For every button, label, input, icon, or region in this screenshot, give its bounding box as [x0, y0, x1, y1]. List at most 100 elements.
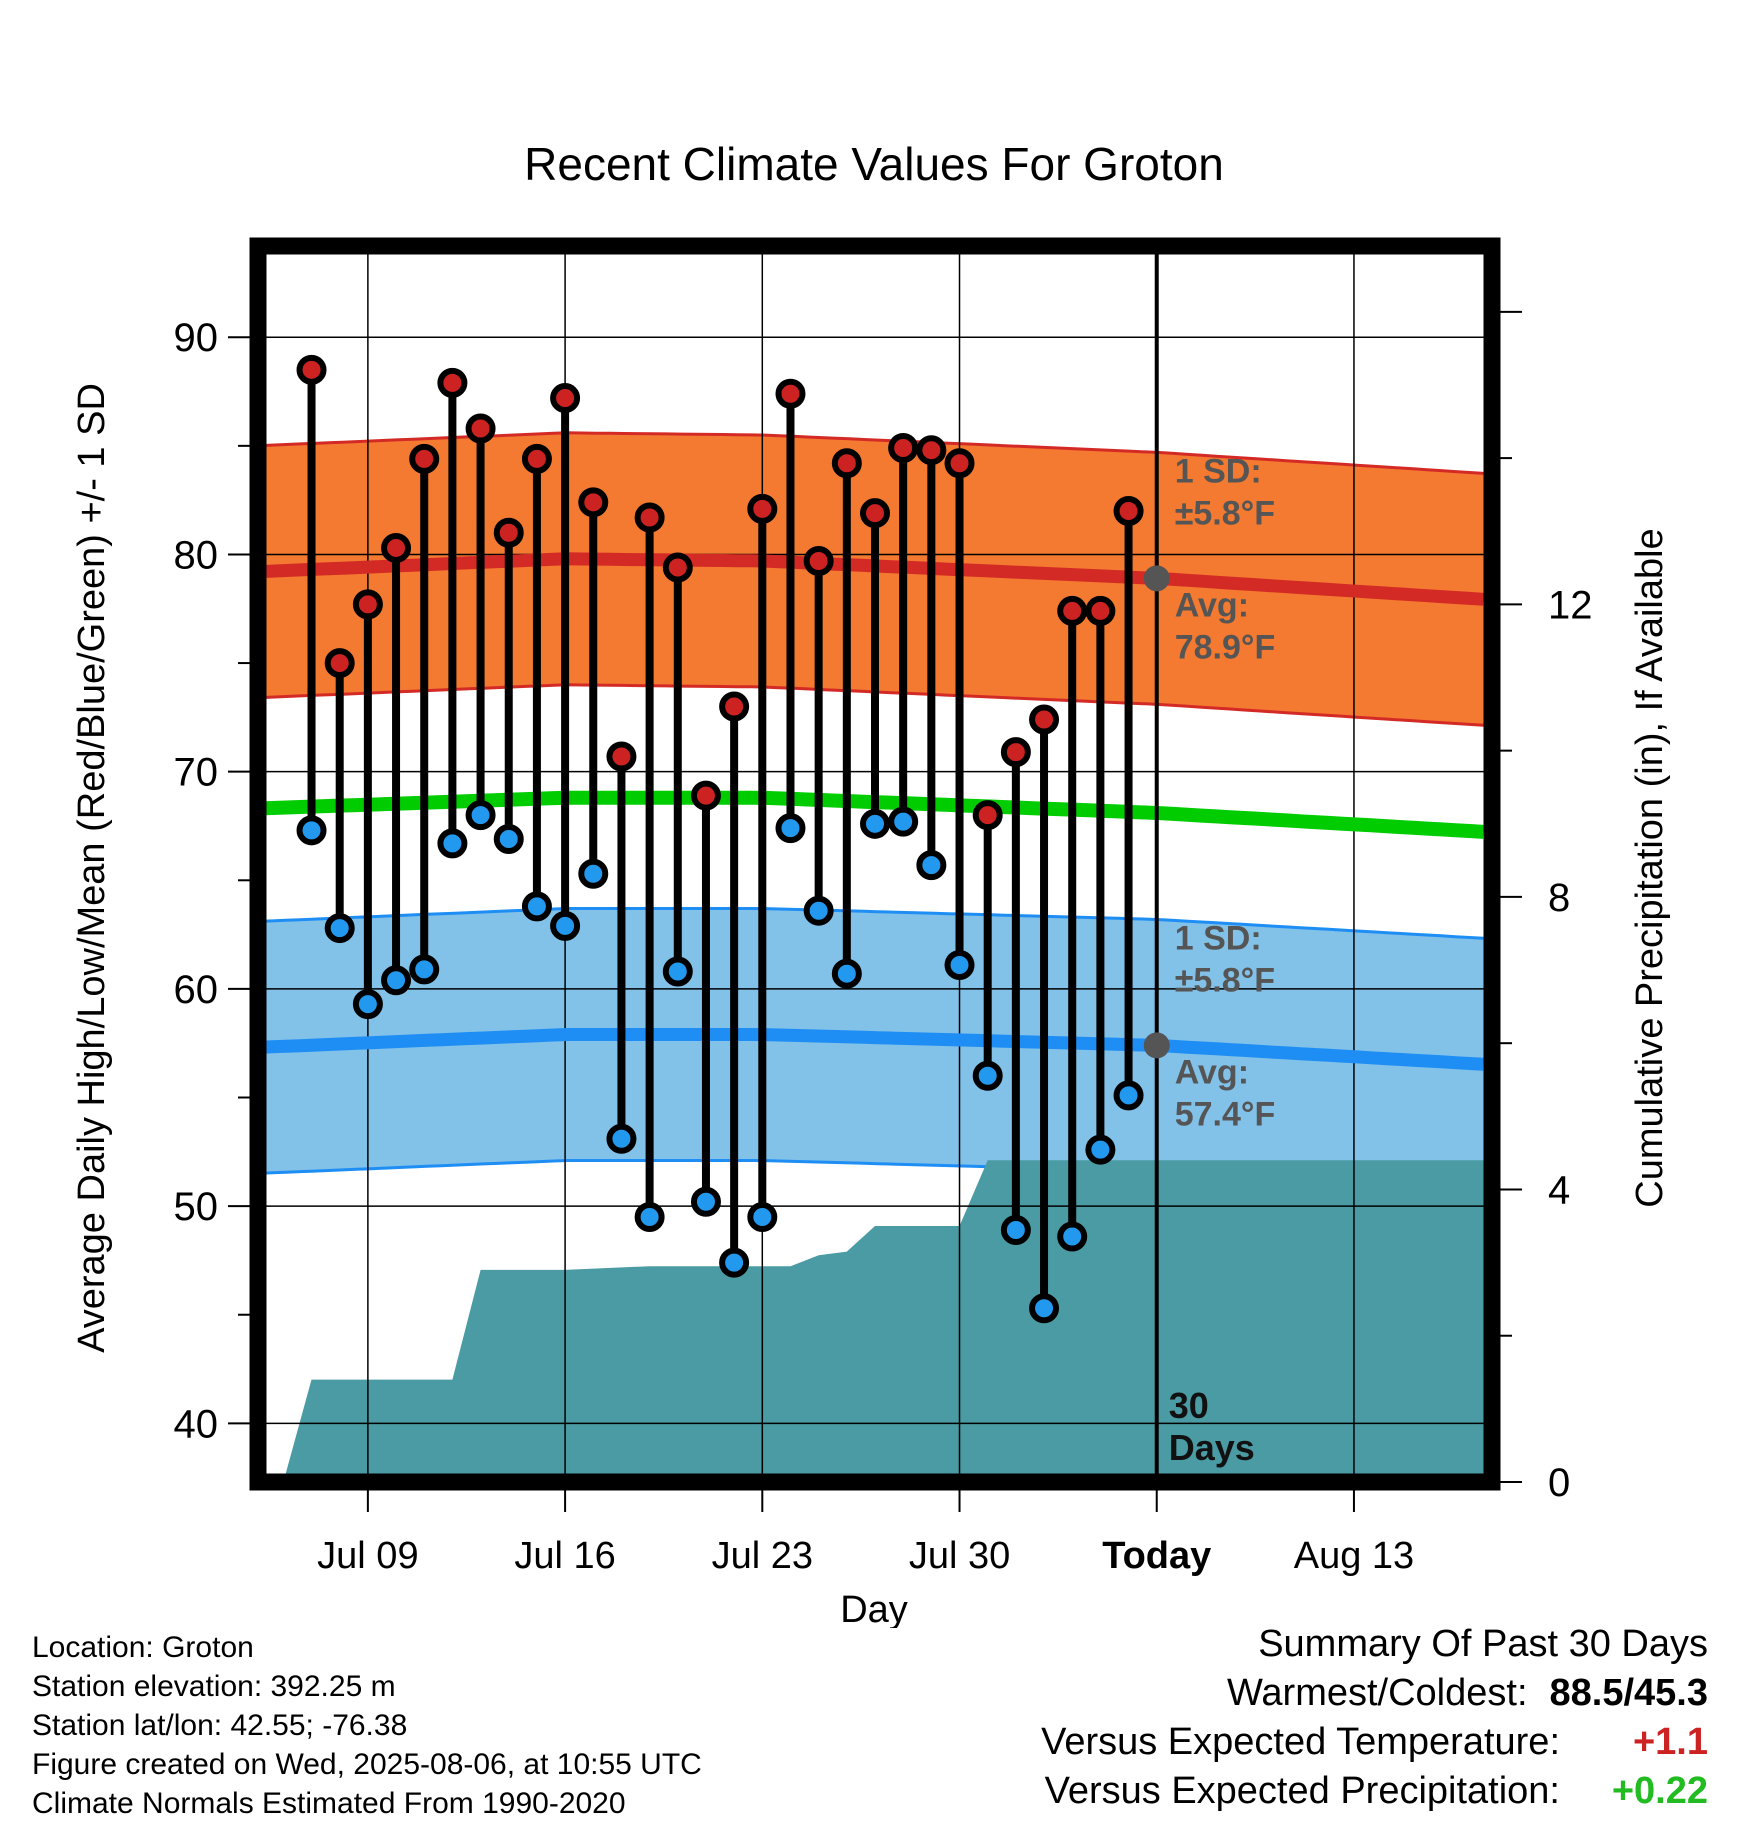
low-marker: [831, 958, 862, 989]
low-marker: [662, 956, 693, 987]
low-marker: [888, 806, 919, 837]
high-marker: [916, 435, 947, 466]
plot-frame: [249, 237, 1501, 1491]
days-label-line1: 30: [1169, 1385, 1209, 1426]
high-sd-title: 1 SD:: [1175, 452, 1262, 490]
low-marker: [409, 954, 440, 985]
low-marker: [1029, 1293, 1060, 1324]
low-sd-value: ±5.8°F: [1175, 961, 1275, 999]
low-marker: [352, 989, 383, 1020]
high-marker: [690, 780, 721, 811]
precip-vs-expected-value: +0.22: [1611, 1770, 1708, 1812]
low-marker: [296, 815, 327, 846]
high-marker: [662, 552, 693, 583]
warmest-coldest-value: 88.5/45.3: [1549, 1672, 1708, 1714]
high-marker: [437, 367, 468, 398]
left-tick-label: 80: [174, 533, 219, 577]
high-marker: [550, 383, 581, 414]
tick-labels: 40 50 60 70 80 90 0 4 8 12 Jul 09 Jul 16 Jul 23 Jul 3…: [174, 316, 1593, 1577]
high-marker: [747, 493, 778, 524]
chart-annotations: 1 SD: ±5.8°F Avg: 78.9°F 1 SD: ±5.8°F Avg: 57.4…: [1143, 452, 1276, 1468]
low-marker: [578, 858, 609, 889]
high-marker: [775, 378, 806, 409]
low-sd-title: 1 SD:: [1175, 919, 1262, 957]
low-marker: [775, 813, 806, 844]
summary-panel: Summary Of Past 30 Days Warmest/Coldest:…: [1041, 1620, 1708, 1816]
left-tick-label: 90: [174, 316, 219, 360]
normals-text: Climate Normals Estimated From 1990-2020: [32, 1787, 626, 1820]
high-marker: [972, 800, 1003, 831]
high-marker: [493, 517, 524, 548]
high-marker: [324, 648, 355, 679]
x-tick-label: Jul 09: [317, 1535, 418, 1577]
right-tick-label: 0: [1548, 1461, 1570, 1505]
left-tick-label: 40: [174, 1402, 219, 1446]
temp-vs-expected-row: Versus Expected Temperature: +1.1: [1041, 1718, 1708, 1767]
high-marker: [1085, 595, 1116, 626]
high-marker: [634, 502, 665, 533]
high-marker: [606, 741, 637, 772]
low-sd-band-upper-edge: [258, 907, 1484, 940]
right-tick-label: 8: [1548, 876, 1570, 920]
high-marker: [803, 545, 834, 576]
x-tick-label: Aug 13: [1294, 1535, 1414, 1577]
high-marker: [944, 448, 975, 479]
low-marker: [1085, 1134, 1116, 1165]
precip-cumulative-area: [258, 1160, 1492, 1482]
climate-chart: 1 SD: ±5.8°F Avg: 78.9°F 1 SD: ±5.8°F Avg: 57.4…: [71, 138, 1671, 1628]
low-marker: [606, 1123, 637, 1154]
observation-markers: [296, 354, 1144, 1324]
low-marker: [1057, 1221, 1088, 1252]
high-marker: [296, 354, 327, 385]
high-marker: [719, 691, 750, 722]
high-avg-title: Avg:: [1175, 586, 1249, 624]
low-marker: [972, 1060, 1003, 1091]
y-axis-label-right: Cumulative Precipitation (in), If Availa…: [1629, 528, 1671, 1207]
low-marker: [634, 1201, 665, 1232]
high-avg-today-dot: [1143, 565, 1170, 592]
high-sd-band: [258, 432, 1484, 726]
precipitation-area: [258, 1160, 1492, 1482]
high-marker: [860, 498, 890, 529]
precip-vs-expected-row: Versus Expected Precipitation: +0.22: [1041, 1767, 1708, 1816]
left-tick-label: 70: [174, 751, 219, 795]
low-marker: [1113, 1080, 1144, 1111]
high-sd-band-lower-edge: [258, 683, 1484, 727]
left-tick-label: 50: [174, 1185, 219, 1229]
normal-lines: [258, 552, 1484, 1071]
high-avg-value: 78.9°F: [1175, 628, 1276, 666]
high-marker: [888, 433, 919, 464]
axes: [228, 237, 1522, 1512]
temp-vs-expected-label: Versus Expected Temperature:: [1041, 1721, 1560, 1763]
warmest-coldest-row: Warmest/Coldest: 88.5/45.3: [1041, 1669, 1708, 1718]
low-marker: [916, 850, 947, 881]
x-tick-label: Today: [1102, 1535, 1211, 1577]
low-marker: [944, 950, 975, 981]
high-marker: [831, 448, 862, 479]
location-text: Location: Groton: [32, 1631, 254, 1664]
high-marker: [1029, 704, 1060, 735]
summary-title: Summary Of Past 30 Days: [1258, 1623, 1708, 1665]
low-marker: [690, 1186, 721, 1217]
station-metadata: Location: Groton Station elevation: 392.…: [32, 1628, 702, 1823]
high-marker: [1000, 737, 1031, 768]
low-marker: [550, 910, 581, 941]
x-tick-label: Jul 30: [909, 1535, 1010, 1577]
elevation-text: Station elevation: 392.25 m: [32, 1670, 396, 1703]
mean-normal-line: [258, 790, 1484, 839]
low-marker: [324, 913, 355, 944]
low-marker: [1000, 1215, 1031, 1246]
low-marker: [381, 965, 412, 996]
low-marker: [521, 891, 552, 922]
left-tick-label: 60: [174, 968, 219, 1012]
latlon-text: Station lat/lon: 42.55; -76.38: [32, 1709, 408, 1742]
y-axis-label-left: Average Daily High/Low/Mean (Red/Blue/Gr…: [71, 383, 113, 1353]
high-marker: [465, 413, 496, 444]
temp-vs-expected-value: +1.1: [1632, 1721, 1708, 1763]
high-normal-line: [258, 552, 1484, 606]
low-avg-value: 57.4°F: [1175, 1095, 1276, 1133]
high-marker: [409, 443, 440, 474]
low-marker: [437, 828, 468, 859]
high-marker: [521, 443, 552, 474]
low-marker: [493, 824, 524, 855]
